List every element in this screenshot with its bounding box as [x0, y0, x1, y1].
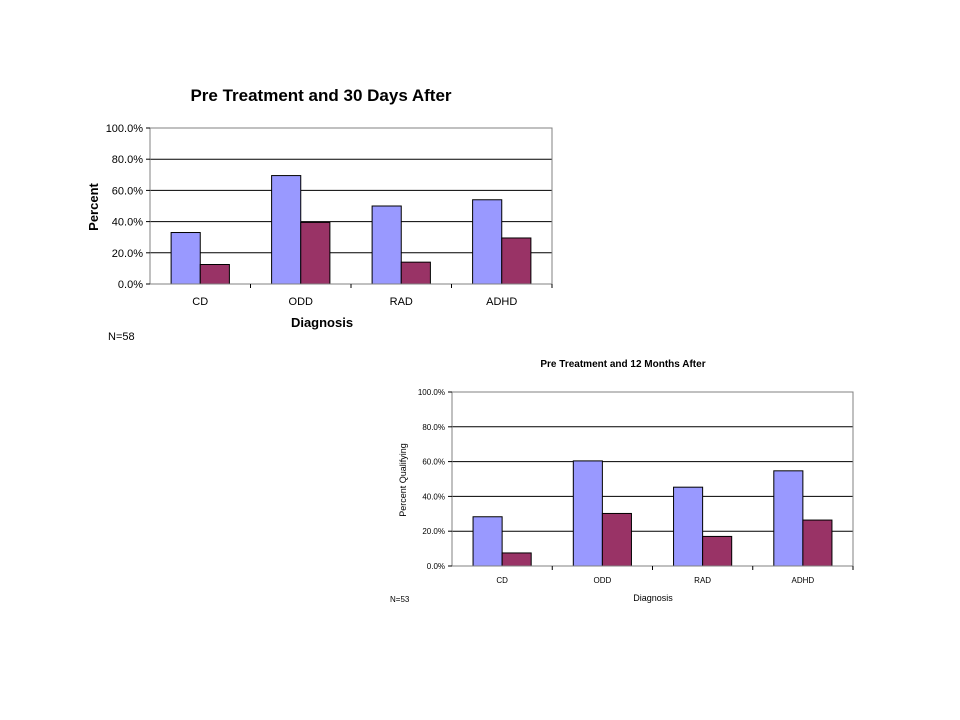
y-tick-label: 0.0%	[427, 562, 445, 571]
y-tick-label: 80.0%	[422, 423, 445, 432]
y-tick-label: 80.0%	[112, 154, 143, 166]
y-tick-label: 60.0%	[422, 458, 445, 467]
x-tick-label: RAD	[694, 576, 711, 585]
bar-rad-series-1	[371, 205, 402, 285]
x-tick-labels: CD ODD RAD ADHD	[192, 284, 553, 308]
x-tick-label: CD	[192, 296, 208, 308]
y-axis-label: Percent	[86, 182, 101, 230]
bar-adhd-series-1	[472, 199, 503, 285]
bar-odd-series-2	[300, 221, 331, 285]
x-tick-label: ODD	[289, 296, 314, 308]
x-tick-label: CD	[496, 576, 508, 585]
x-tick-label: RAD	[390, 296, 413, 308]
chart-12-months: Pre Treatment and 12 Months After 0.0% 20…	[380, 352, 860, 612]
y-tick-label: 100.0%	[106, 123, 144, 135]
bar-cd-series-2	[199, 264, 230, 285]
bar-adhd-series-2	[802, 519, 833, 567]
chart-12-months-svg: Pre Treatment and 12 Months After 0.0% 20…	[390, 359, 854, 604]
y-tick-label: 20.0%	[422, 527, 445, 536]
bar-odd-series-1	[572, 460, 603, 567]
y-tick-labels: 0.0% 20.0% 40.0% 60.0% 80.0% 100.0%	[106, 123, 150, 291]
y-tick-labels: 0.0% 20.0% 40.0% 60.0% 80.0% 100.0%	[418, 388, 452, 571]
x-tick-label: ADHD	[486, 296, 517, 308]
chart-title: Pre Treatment and 30 Days After	[190, 86, 451, 105]
x-tick-label: ADHD	[792, 576, 815, 585]
y-tick-label: 0.0%	[118, 279, 143, 291]
bar-rad-series-2	[400, 261, 431, 285]
y-tick-label: 60.0%	[112, 185, 143, 197]
sample-size-note: N=58	[108, 331, 135, 343]
y-axis-label: Percent Qualifying	[398, 443, 408, 517]
bar-cd-series-2	[501, 552, 532, 567]
y-tick-label: 100.0%	[418, 388, 445, 397]
bar-adhd-series-2	[501, 237, 532, 285]
bar-cd-series-1	[472, 516, 503, 567]
chart-30-days-svg: Pre Treatment and 30 Days After 0.0% 20.0…	[86, 86, 553, 343]
bars	[472, 460, 833, 567]
bars	[170, 175, 532, 285]
bar-cd-series-1	[170, 232, 201, 285]
bar-odd-series-1	[271, 175, 302, 285]
bar-adhd-series-1	[773, 470, 804, 567]
bar-odd-series-2	[601, 512, 632, 567]
x-tick-label: ODD	[593, 576, 611, 585]
y-tick-label: 20.0%	[112, 248, 143, 260]
sample-size-note: N=53	[390, 595, 410, 604]
y-tick-label: 40.0%	[422, 492, 445, 501]
chart-30-days: Pre Treatment and 30 Days After 0.0% 20.0…	[80, 78, 560, 348]
chart-title: Pre Treatment and 12 Months After	[540, 359, 705, 370]
bar-rad-series-2	[702, 535, 733, 567]
x-axis-label: Diagnosis	[633, 593, 673, 603]
bar-rad-series-1	[673, 486, 704, 567]
x-axis-label: Diagnosis	[291, 315, 353, 330]
x-tick-labels: CD ODD RAD ADHD	[496, 566, 854, 585]
y-tick-label: 40.0%	[112, 217, 143, 229]
